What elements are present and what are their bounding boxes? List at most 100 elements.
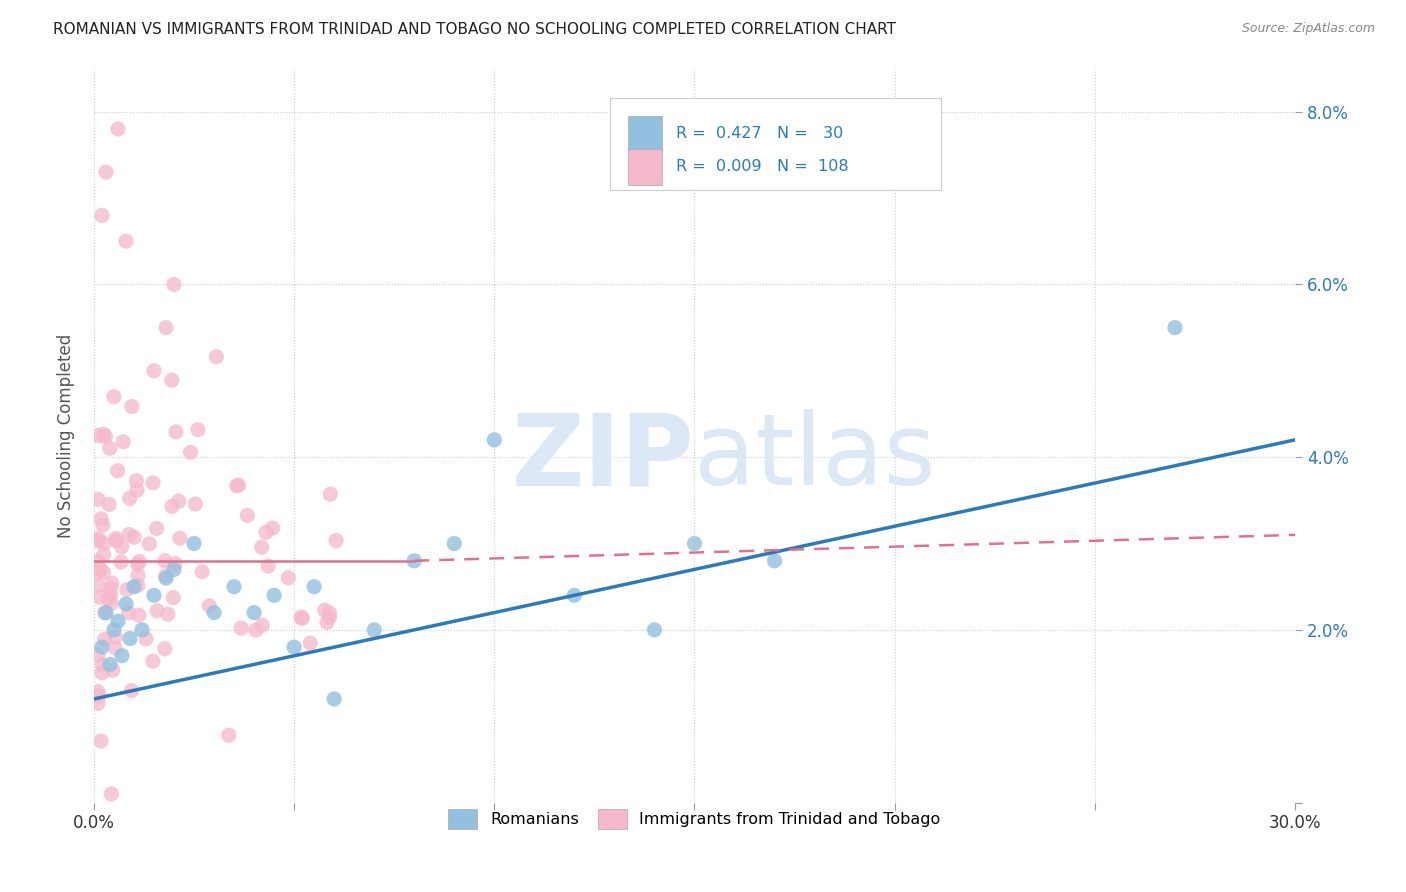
Point bbox=[91, 657, 114, 672]
Point bbox=[163, 277, 186, 292]
Point bbox=[165, 557, 187, 571]
Point bbox=[323, 692, 346, 706]
Point bbox=[222, 580, 245, 594]
Point bbox=[142, 475, 165, 490]
Point bbox=[93, 536, 115, 550]
Point bbox=[103, 623, 125, 637]
FancyBboxPatch shape bbox=[610, 98, 941, 190]
Point bbox=[100, 596, 122, 610]
Point bbox=[87, 566, 110, 580]
Point bbox=[131, 623, 153, 637]
Point bbox=[87, 689, 110, 703]
Y-axis label: No Schooling Completed: No Schooling Completed bbox=[58, 334, 75, 538]
Point bbox=[87, 579, 110, 593]
Point bbox=[87, 554, 110, 568]
Point bbox=[236, 508, 259, 523]
Point bbox=[643, 623, 665, 637]
Point bbox=[93, 547, 115, 561]
Point bbox=[94, 165, 117, 179]
Point bbox=[252, 618, 274, 632]
Point bbox=[93, 566, 115, 580]
Point bbox=[135, 632, 157, 646]
Point bbox=[94, 429, 117, 443]
Point bbox=[118, 632, 141, 646]
Point bbox=[104, 630, 127, 644]
Point bbox=[314, 603, 336, 617]
Point bbox=[363, 623, 385, 637]
Point bbox=[87, 534, 110, 549]
Point bbox=[104, 640, 127, 655]
Point bbox=[87, 531, 110, 545]
Bar bbox=[628, 116, 662, 152]
Point bbox=[198, 599, 221, 613]
Point bbox=[163, 562, 186, 576]
Point bbox=[184, 497, 207, 511]
Point bbox=[155, 569, 177, 583]
Text: ZIP: ZIP bbox=[512, 409, 695, 506]
Point bbox=[187, 423, 209, 437]
Point bbox=[121, 683, 143, 698]
Point bbox=[262, 521, 284, 535]
Point bbox=[183, 536, 205, 550]
Point bbox=[228, 478, 250, 492]
Point bbox=[98, 498, 121, 512]
Point bbox=[90, 734, 112, 748]
Text: Source: ZipAtlas.com: Source: ZipAtlas.com bbox=[1241, 22, 1375, 36]
Legend: Romanians, Immigrants from Trinidad and Tobago: Romanians, Immigrants from Trinidad and … bbox=[441, 803, 948, 835]
Point bbox=[291, 611, 314, 625]
Point bbox=[283, 640, 305, 654]
Point bbox=[112, 434, 135, 449]
Point bbox=[93, 606, 115, 620]
Point bbox=[87, 428, 110, 442]
Point bbox=[484, 433, 506, 447]
Point bbox=[100, 582, 122, 596]
Point bbox=[191, 565, 214, 579]
Point bbox=[128, 608, 150, 623]
Point bbox=[125, 483, 148, 498]
Point bbox=[290, 610, 312, 624]
Text: ROMANIAN VS IMMIGRANTS FROM TRINIDAD AND TOBAGO NO SCHOOLING COMPLETED CORRELATI: ROMANIAN VS IMMIGRANTS FROM TRINIDAD AND… bbox=[53, 22, 897, 37]
Point bbox=[299, 636, 322, 650]
Point bbox=[122, 580, 145, 594]
Point bbox=[98, 657, 121, 672]
Point bbox=[153, 554, 176, 568]
Point bbox=[118, 491, 141, 506]
Point bbox=[404, 554, 426, 568]
Point bbox=[105, 533, 128, 548]
Point bbox=[564, 588, 586, 602]
Point bbox=[125, 474, 148, 488]
Point bbox=[107, 122, 129, 136]
Point bbox=[127, 578, 149, 592]
Point bbox=[115, 234, 138, 248]
Point bbox=[142, 654, 165, 668]
Point bbox=[93, 427, 115, 442]
Point bbox=[202, 606, 225, 620]
Point bbox=[167, 494, 190, 508]
Point bbox=[165, 425, 187, 439]
Point bbox=[107, 464, 129, 478]
Point bbox=[115, 597, 138, 611]
Point bbox=[156, 607, 179, 622]
Point bbox=[90, 512, 112, 526]
Point bbox=[277, 571, 299, 585]
Point bbox=[111, 540, 134, 554]
Point bbox=[89, 562, 111, 576]
Point bbox=[318, 610, 340, 624]
Point bbox=[316, 615, 339, 630]
Point bbox=[146, 604, 169, 618]
Point bbox=[155, 320, 177, 334]
Point bbox=[763, 554, 786, 568]
Point bbox=[443, 536, 465, 550]
Point bbox=[110, 555, 132, 569]
Point bbox=[89, 591, 111, 605]
Point bbox=[263, 588, 285, 602]
Point bbox=[243, 606, 266, 620]
Point bbox=[100, 588, 122, 602]
Point bbox=[225, 479, 247, 493]
Point bbox=[115, 582, 138, 597]
Point bbox=[104, 532, 127, 546]
Point bbox=[100, 787, 122, 801]
Point bbox=[91, 518, 114, 533]
Point bbox=[254, 525, 277, 540]
Text: atlas: atlas bbox=[695, 409, 936, 506]
